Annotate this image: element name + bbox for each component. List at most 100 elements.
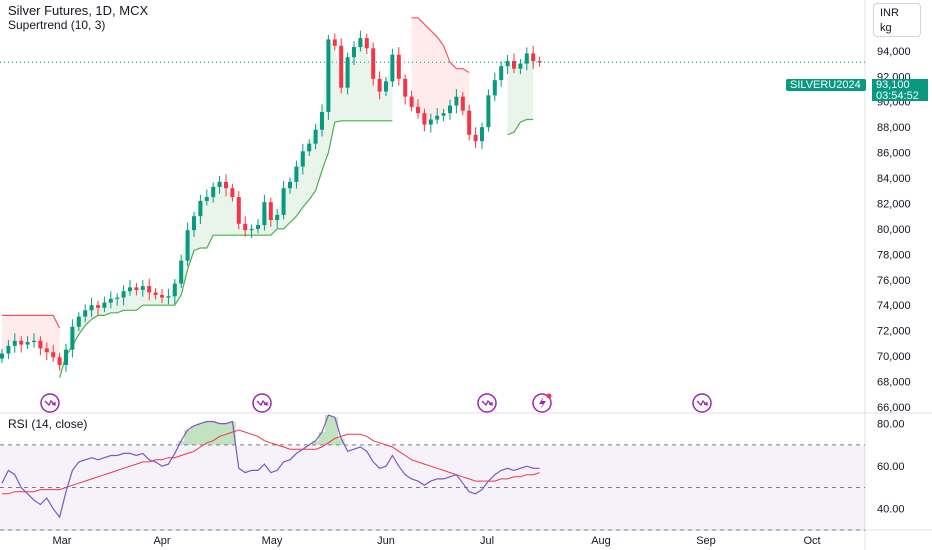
- candle-body[interactable]: [377, 78, 382, 92]
- candle-body[interactable]: [492, 80, 497, 96]
- candle-body[interactable]: [89, 305, 94, 311]
- candle-body[interactable]: [160, 295, 164, 298]
- candle-body[interactable]: [396, 54, 401, 79]
- candle-body[interactable]: [467, 110, 472, 135]
- candle-body[interactable]: [256, 225, 260, 229]
- candle-body[interactable]: [134, 287, 139, 290]
- candle-body[interactable]: [44, 348, 49, 353]
- candle-body[interactable]: [115, 297, 120, 299]
- candle-body[interactable]: [192, 216, 196, 231]
- candle-body[interactable]: [460, 96, 465, 111]
- candle-body[interactable]: [441, 113, 446, 116]
- candle-body[interactable]: [76, 316, 81, 327]
- candle-body[interactable]: [0, 353, 4, 359]
- lightning-event-icon[interactable]: [532, 393, 552, 413]
- candle-body[interactable]: [32, 340, 36, 343]
- candle-body[interactable]: [268, 202, 273, 220]
- candle-body[interactable]: [185, 230, 190, 261]
- candle-body[interactable]: [499, 66, 504, 81]
- candle-body[interactable]: [320, 111, 324, 130]
- candle-body[interactable]: [505, 61, 510, 67]
- candle-body[interactable]: [524, 53, 529, 64]
- candle-body[interactable]: [448, 105, 452, 114]
- candle-body[interactable]: [172, 283, 177, 297]
- candle-body[interactable]: [409, 96, 414, 107]
- candle-body[interactable]: [121, 291, 126, 298]
- candle-body[interactable]: [422, 113, 427, 125]
- candle-body[interactable]: [6, 345, 11, 354]
- candle-body[interactable]: [480, 127, 484, 142]
- candle-body[interactable]: [288, 181, 292, 189]
- candle-body[interactable]: [51, 352, 56, 358]
- candle-body[interactable]: [166, 296, 171, 298]
- candle-body[interactable]: [102, 302, 107, 308]
- candle-body[interactable]: [249, 228, 254, 231]
- rsi-legend[interactable]: RSI (14, close): [8, 417, 88, 431]
- candle-body[interactable]: [25, 342, 30, 345]
- candle-body[interactable]: [19, 340, 24, 345]
- rsi-line[interactable]: [1, 414, 540, 519]
- candle-body[interactable]: [307, 143, 312, 152]
- candle-body[interactable]: [108, 298, 113, 303]
- candle-body[interactable]: [211, 186, 216, 198]
- candle-body[interactable]: [140, 286, 145, 290]
- candle-body[interactable]: [236, 197, 241, 224]
- candle-body[interactable]: [352, 47, 356, 58]
- candle-body[interactable]: [512, 61, 516, 69]
- candle-body[interactable]: [473, 134, 478, 142]
- candle-body[interactable]: [358, 38, 363, 48]
- candle-body[interactable]: [345, 57, 350, 88]
- unit-selector[interactable]: INR kg: [873, 3, 921, 37]
- candle-body[interactable]: [435, 115, 440, 120]
- candle-body[interactable]: [403, 78, 408, 97]
- candle-body[interactable]: [313, 129, 318, 144]
- candle-body[interactable]: [12, 340, 17, 346]
- candle-body[interactable]: [57, 357, 62, 365]
- candle-body[interactable]: [537, 61, 542, 63]
- candle-body[interactable]: [224, 181, 228, 189]
- candle-body[interactable]: [371, 48, 376, 79]
- candle-body[interactable]: [96, 305, 100, 308]
- event-icon[interactable]: [252, 393, 272, 413]
- candle-body[interactable]: [518, 63, 523, 69]
- rsi-ma-line[interactable]: [2, 429, 540, 495]
- candle-body[interactable]: [204, 197, 209, 201]
- candle-body[interactable]: [128, 287, 132, 292]
- candle-body[interactable]: [300, 151, 305, 167]
- candle-body[interactable]: [390, 54, 395, 82]
- event-icon[interactable]: [692, 393, 712, 413]
- candle-body[interactable]: [486, 95, 491, 128]
- candle-body[interactable]: [281, 188, 286, 215]
- candle-body[interactable]: [416, 106, 420, 114]
- candle-body[interactable]: [153, 292, 158, 296]
- candle-body[interactable]: [243, 223, 248, 231]
- candle-body[interactable]: [275, 214, 280, 220]
- candle-body[interactable]: [179, 260, 184, 284]
- event-icon[interactable]: [40, 393, 60, 413]
- supertrend-legend[interactable]: Supertrend (10, 3): [8, 18, 106, 32]
- candle-body[interactable]: [454, 96, 459, 106]
- candle-body[interactable]: [198, 200, 203, 217]
- candle-body[interactable]: [364, 38, 369, 49]
- candle-body[interactable]: [38, 340, 43, 349]
- candle-body[interactable]: [262, 202, 267, 226]
- supertrend-down-line[interactable]: [2, 314, 61, 329]
- candle-body[interactable]: [64, 349, 68, 365]
- candle-body[interactable]: [230, 188, 235, 198]
- candle-body[interactable]: [147, 286, 152, 293]
- candle-body[interactable]: [332, 39, 337, 46]
- event-icon[interactable]: [477, 393, 497, 413]
- candle-body[interactable]: [294, 166, 299, 182]
- candle-body[interactable]: [339, 45, 344, 88]
- candle-body[interactable]: [531, 53, 536, 62]
- candle-body[interactable]: [326, 39, 331, 112]
- supertrend-down-line[interactable]: [411, 17, 470, 74]
- candle-body[interactable]: [384, 81, 388, 92]
- candle-body[interactable]: [70, 326, 75, 350]
- candle-body[interactable]: [217, 181, 222, 187]
- candle-body[interactable]: [83, 310, 88, 317]
- supertrend-up-line[interactable]: [59, 120, 393, 378]
- candle-body[interactable]: [428, 119, 433, 125]
- supertrend-up-line[interactable]: [507, 118, 534, 136]
